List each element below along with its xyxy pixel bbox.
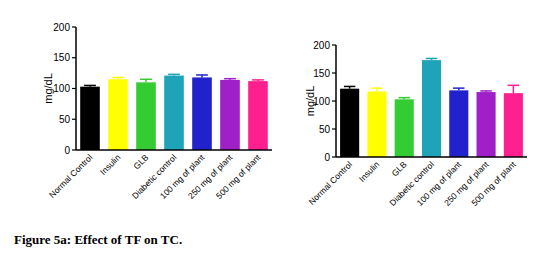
error-stem (513, 85, 515, 93)
figure: 050100150200mg/dLNormal ControlInsulinGL… (0, 0, 540, 270)
error-bar (508, 85, 519, 93)
y-tick (72, 26, 76, 27)
y-tick (332, 100, 336, 101)
y-tick-label: 200 (313, 40, 330, 51)
x-tick-label: GLB (390, 159, 409, 178)
y-tick (72, 149, 76, 150)
error-bar (140, 79, 152, 82)
error-cap (508, 85, 519, 87)
bar (192, 77, 212, 150)
y-tick-label: 50 (319, 124, 331, 135)
error-bar (480, 91, 491, 92)
y-tick (72, 119, 76, 120)
y-tick-label: 200 (53, 22, 70, 33)
y-tick (332, 72, 336, 73)
bar (164, 76, 184, 150)
error-bar (168, 74, 180, 75)
error-bar (398, 98, 409, 100)
error-bar (426, 58, 437, 60)
error-cap (344, 86, 355, 88)
bar (136, 82, 156, 150)
y-axis-label: mg/dL (42, 73, 54, 104)
y-tick-label: 150 (313, 68, 330, 79)
error-cap (398, 97, 409, 99)
y-tick (332, 128, 336, 129)
x-axis (336, 156, 527, 158)
chart: 0 50 100 150 200 mg/dL Normal ControlInsulin GL… (42, 22, 272, 201)
error-cap (84, 85, 96, 87)
error-bar (84, 85, 96, 86)
error-cap (453, 87, 464, 89)
error-bar (344, 86, 355, 88)
bar (395, 99, 414, 157)
error-cap (112, 77, 124, 79)
x-tick-label: 500 mg of plant (214, 152, 263, 201)
y-tick (332, 44, 336, 45)
error-cap (426, 58, 437, 60)
error-cap (168, 74, 180, 76)
y-tick-label: 100 (53, 83, 70, 94)
x-axis (76, 149, 272, 151)
bar (449, 90, 468, 157)
error-cap (140, 79, 152, 81)
bar (80, 87, 100, 150)
y-tick-label: 0 (324, 152, 330, 163)
bar (108, 79, 128, 150)
x-tick-label: Normal Control (47, 152, 95, 200)
bar (477, 92, 496, 157)
bar (248, 81, 268, 150)
x-tick-label: Insulin (98, 152, 123, 177)
y-tick-label: 0 (64, 145, 70, 156)
error-bar (371, 88, 382, 91)
error-cap (371, 87, 382, 89)
x-tick-label: 500 mg of plant (469, 159, 518, 208)
error-bar (196, 75, 208, 77)
y-tick-label: 150 (53, 52, 70, 63)
caption-text: Figure 5a: Effect of TF on TC. (14, 232, 182, 247)
bar (220, 80, 240, 150)
error-bar (224, 79, 236, 80)
bar (367, 91, 386, 157)
x-tick-label: GLB (131, 152, 150, 171)
error-bar (252, 80, 264, 81)
x-tick-label: Normal Control (307, 159, 355, 207)
error-cap (224, 78, 236, 80)
y-tick-label: 50 (59, 114, 71, 125)
error-cap (480, 90, 491, 92)
y-tick (332, 156, 336, 157)
caption: Figure 5a: Effect of TF on TC. (14, 232, 182, 248)
bar (504, 93, 523, 157)
error-cap (196, 74, 208, 76)
bar (422, 60, 441, 157)
y-tick (72, 57, 76, 58)
y-axis-label: mg/dL (304, 86, 316, 117)
y-tick (72, 88, 76, 89)
error-cap (252, 79, 264, 81)
error-bar (112, 77, 124, 79)
x-tick-label: Insulin (357, 159, 382, 184)
bars (340, 58, 523, 157)
error-bar (453, 88, 464, 90)
chart: 050100150200mg/dLNormal ControlInsulinGL… (304, 40, 527, 208)
bars (80, 74, 268, 150)
bar (340, 89, 359, 157)
